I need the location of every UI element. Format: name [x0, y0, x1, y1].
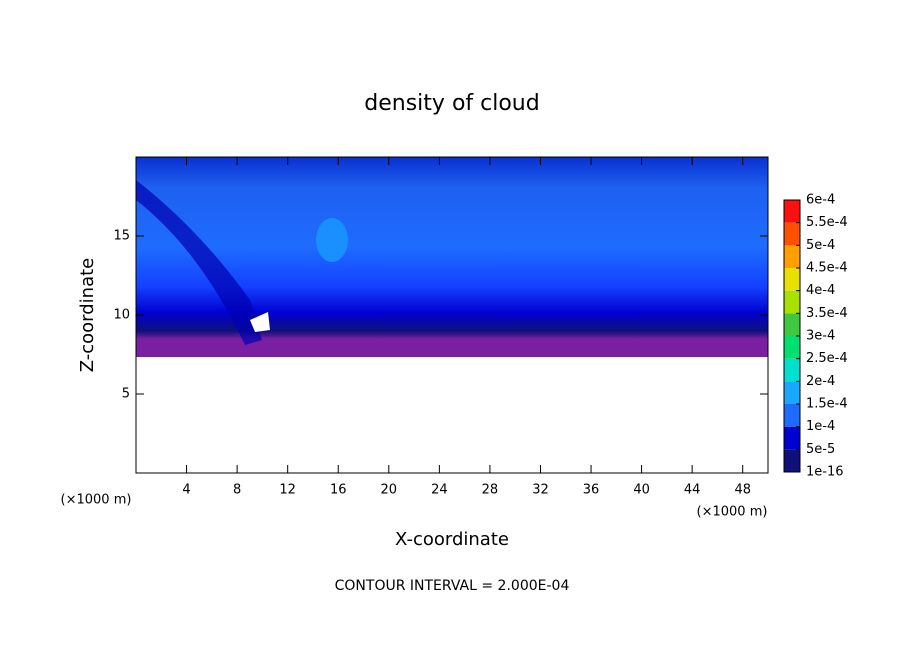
colorbar-label: 4.5e-4: [806, 261, 848, 276]
colorbar-band: [784, 313, 800, 336]
contour-fill: [316, 218, 348, 262]
y-tick-label: 5: [122, 387, 130, 402]
x-tick-label: 32: [532, 483, 549, 498]
colorbar-band: [784, 449, 800, 472]
contour-gap: [250, 312, 270, 332]
x-tick-label: 36: [583, 483, 600, 498]
x-tick-label: 24: [431, 483, 448, 498]
colorbar-band: [784, 245, 800, 268]
x-tick-label: 4: [182, 483, 190, 498]
x-tick-label: 44: [684, 483, 701, 498]
y-tick-label: 10: [113, 308, 130, 323]
colorbar-label: 2e-4: [806, 374, 835, 389]
x-tick-label: 8: [233, 483, 241, 498]
x-axis-label: X-coordinate: [395, 529, 509, 550]
x-tick-label: 12: [279, 483, 296, 498]
contour-fill: [136, 180, 262, 345]
colorbar-band: [784, 404, 800, 427]
colorbar-label: 3.5e-4: [806, 306, 848, 321]
colorbar-label: 3e-4: [806, 329, 835, 344]
colorbar-band: [784, 426, 800, 450]
colorbar-label: 1.5e-4: [806, 397, 848, 412]
contour-field: [136, 157, 768, 362]
colorbar-label: 5e-5: [806, 442, 835, 457]
x-tick-label: 16: [330, 483, 347, 498]
y-tick-label: 15: [113, 229, 130, 244]
x-tick-label: 40: [633, 483, 650, 498]
colorbar-label: 1e-16: [806, 465, 844, 480]
y-axis-label: Z-coordinate: [77, 258, 98, 373]
colorbar-band: [784, 222, 800, 246]
colorbar-band: [784, 200, 800, 223]
x-tick-label: 48: [734, 483, 751, 498]
colorbar-label: 1e-4: [806, 419, 835, 434]
colorbar-band: [784, 268, 800, 291]
colorbar-band: [784, 358, 800, 382]
colorbar-label: 4e-4: [806, 283, 835, 298]
footnote: CONTOUR INTERVAL = 2.000E-04: [335, 578, 570, 594]
chart-title: density of cloud: [364, 91, 539, 116]
x-unit: (×1000 m): [697, 505, 768, 520]
x-tick-label: 28: [482, 483, 499, 498]
contour-fill: [136, 157, 768, 357]
colorbar-band: [784, 290, 800, 314]
colorbar-label: 6e-4: [806, 193, 835, 208]
contour-gap: [136, 357, 768, 362]
colorbar-label: 5e-4: [806, 238, 835, 253]
x-tick-label: 20: [381, 483, 398, 498]
colorbar-band: [784, 336, 800, 359]
colorbar-label: 5.5e-4: [806, 215, 848, 230]
y-unit: (×1000 m): [61, 493, 132, 508]
colorbar-label: 2.5e-4: [806, 351, 848, 366]
colorbar-band: [784, 381, 800, 404]
